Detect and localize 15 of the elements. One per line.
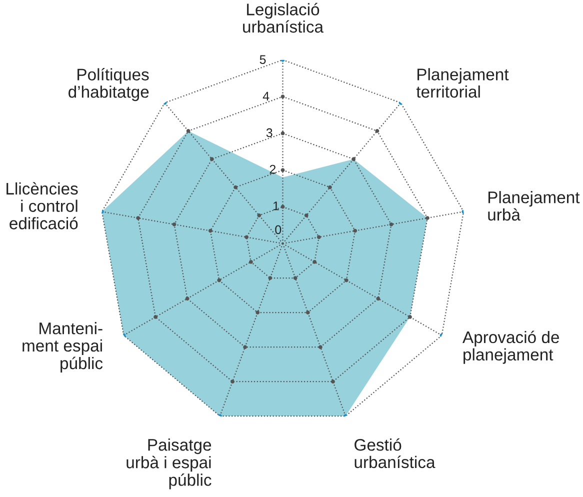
y-tick-label: 0 xyxy=(275,225,282,234)
spoke-label: Planejament territorial xyxy=(416,68,509,98)
spoke-label: Polítiques d’habitatge xyxy=(68,68,149,102)
spoke-label: Gestió urbanística xyxy=(354,438,436,468)
spoke-label: Paisatge urbà i espai públic xyxy=(126,438,212,490)
spoke-label: Legislació urbanística xyxy=(243,2,324,33)
spoke-label: Aprovació de planejament xyxy=(462,330,560,364)
spoke-label: Manteni- ment espai públic xyxy=(22,322,103,373)
y-tick-label: 4 xyxy=(262,92,270,100)
spoke-label: Planejament urbà xyxy=(488,191,580,221)
y-tick-label: 1 xyxy=(273,202,279,210)
y-tick-label: 5 xyxy=(260,55,266,64)
y-tick-label: 2 xyxy=(270,164,276,174)
y-tick-label: 3 xyxy=(266,128,272,138)
spoke-label: Llicències i control edificació xyxy=(6,182,78,230)
